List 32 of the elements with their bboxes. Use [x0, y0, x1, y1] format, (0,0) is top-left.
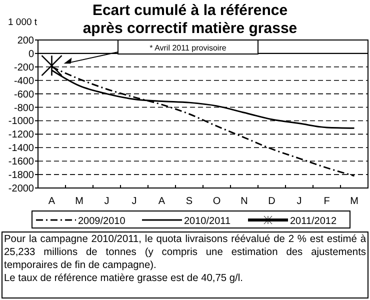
x-tick-label: J: [104, 196, 110, 207]
x-tick-label: N: [240, 196, 248, 207]
annotation: * Avril 2011 provisoire: [150, 44, 227, 52]
y-axis-title: 1 000 t: [8, 17, 38, 28]
x-tick-label: M: [75, 196, 84, 207]
x-tick-label: M: [350, 196, 358, 207]
legend-label: 2009/2010: [78, 216, 126, 227]
x-tick-label: D: [268, 196, 276, 207]
y-tick-label: -1400: [8, 143, 34, 154]
y-tick-label: 200: [17, 36, 34, 46]
y-tick-label: -1200: [8, 130, 34, 141]
y-tick-label: -1000: [8, 116, 34, 128]
y-tick-label: -800: [14, 102, 34, 114]
x-tick-label: A: [158, 196, 166, 207]
x-tick-label: F: [324, 196, 330, 207]
y-tick-label: -2000: [8, 184, 34, 194]
y-tick-label: -1800: [8, 170, 34, 182]
text: Le taux de référence matière grasse est de 40,75 g/l.: [4, 272, 244, 285]
x-tick-label: A: [48, 196, 56, 207]
y-tick-label: -600: [14, 89, 34, 100]
x-tick-label: J: [132, 196, 137, 207]
legend-label: 2010/2011: [184, 216, 231, 227]
y-tick-label: -200: [14, 62, 34, 74]
y-tick-label: -400: [14, 76, 34, 87]
text: Pour la campagne 2010/2011, le quota livraisons réévalué de 2 % est estimé à 25,233 millions de tonnes (y compris une estimation des ajustements temporaires de fin de campagne).: [4, 233, 366, 272]
y-tick-label: -1600: [8, 156, 34, 168]
x-tick-label: S: [186, 196, 193, 207]
chart-title: Ecart cumulé à la référence après correctif matière grasse: [82, 2, 298, 37]
x-tick-label: J: [296, 196, 302, 207]
legend-label: 2011/2012: [290, 216, 337, 227]
y-tick-label: 0: [28, 48, 34, 60]
x-tick-label: O: [212, 196, 221, 207]
